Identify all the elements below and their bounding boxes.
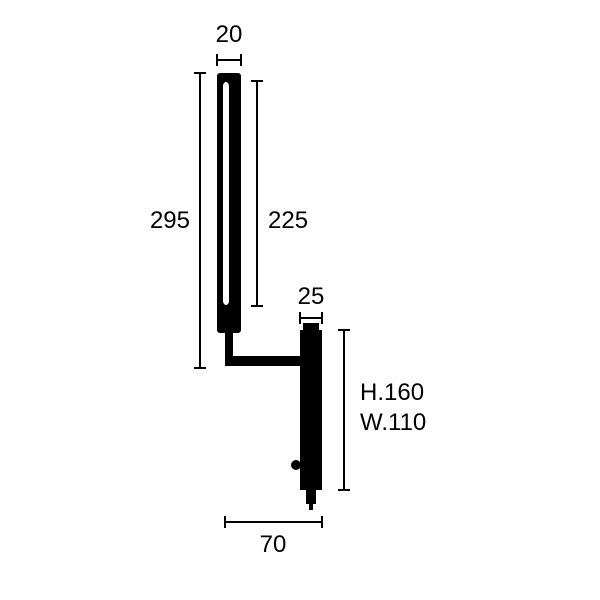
dim-label-d225: 225 (268, 207, 308, 234)
lamp-arm (225, 356, 308, 366)
mount-plug-tip (309, 504, 313, 510)
dim-label-d295: 295 (150, 207, 190, 234)
dim-label-d70: 70 (260, 531, 287, 558)
mount-plug (306, 490, 316, 504)
lamp-lens (222, 81, 230, 306)
mount-knob (291, 460, 301, 470)
dim-label-h160: H.160 (360, 379, 424, 406)
dim-label-d20: 20 (216, 21, 243, 48)
mount-body (300, 330, 322, 490)
lamp-neck (225, 333, 233, 356)
dim-label-d25: 25 (298, 283, 325, 310)
dimension-diagram: 20 295 225 25 H.160 W.110 70 (0, 0, 600, 600)
dim-label-w110: W.110 (360, 409, 426, 436)
mount-cap (303, 323, 319, 330)
